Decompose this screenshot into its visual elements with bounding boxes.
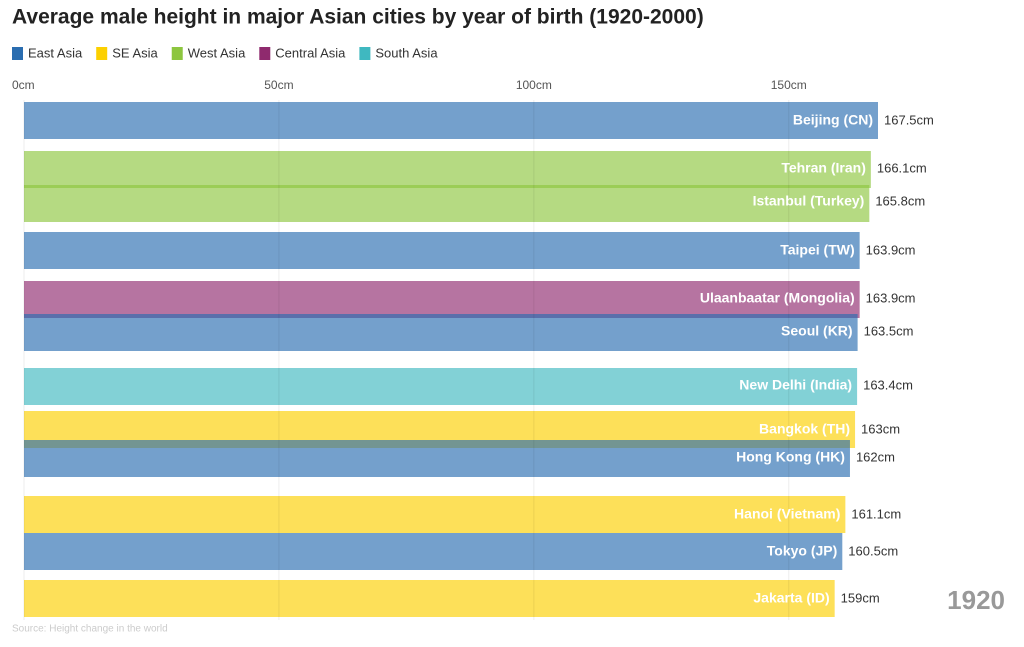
x-tick-label: 100cm	[516, 78, 552, 92]
bar-label: Istanbul (Turkey)	[753, 193, 865, 209]
x-tick-label: 0cm	[12, 78, 35, 92]
value-label: 161.1cm	[851, 506, 901, 521]
bar-label: Tehran (Iran)	[781, 160, 866, 176]
bar-label: New Delhi (India)	[739, 377, 852, 393]
value-label: 165.8cm	[875, 193, 925, 208]
value-label: 163cm	[861, 421, 900, 436]
bar	[24, 232, 860, 269]
bar-label: Taipei (TW)	[780, 242, 854, 258]
bar	[24, 185, 870, 222]
bar-label: Bangkok (TH)	[759, 421, 850, 437]
bar-label: Beijing (CN)	[793, 112, 873, 128]
bar-label: Hanoi (Vietnam)	[734, 506, 840, 522]
bar-label: Jakarta (ID)	[753, 590, 829, 606]
value-label: 167.5cm	[884, 112, 934, 127]
value-label: 166.1cm	[877, 160, 927, 175]
bar	[24, 496, 846, 533]
source: Source: Height change in the world	[12, 624, 168, 635]
value-label: 163.9cm	[866, 242, 916, 257]
legend-label: South Asia	[375, 45, 438, 60]
bar	[24, 440, 850, 477]
value-label: 159cm	[841, 590, 880, 605]
legend-swatch	[96, 47, 108, 60]
bar-label: Ulaanbaatar (Mongolia)	[700, 290, 855, 306]
legend-swatch	[259, 47, 271, 60]
bar	[24, 580, 835, 617]
bar	[24, 533, 843, 570]
bar	[24, 368, 858, 405]
year-label: 1920	[947, 585, 1005, 615]
legend-label: East Asia	[28, 45, 83, 60]
bar	[24, 281, 860, 318]
chart-title: Average male height in major Asian citie…	[12, 6, 704, 29]
bar	[24, 151, 871, 188]
value-label: 163.9cm	[866, 290, 916, 305]
value-label: 163.4cm	[863, 377, 913, 392]
value-label: 160.5cm	[848, 543, 898, 558]
bar	[24, 102, 878, 139]
bar-label: Tokyo (JP)	[767, 543, 838, 559]
bar-label: Hong Kong (HK)	[736, 449, 845, 465]
x-tick-label: 150cm	[771, 78, 807, 92]
bar-label: Seoul (KR)	[781, 323, 853, 339]
legend-label: West Asia	[188, 45, 246, 60]
legend-swatch	[359, 47, 371, 60]
value-label: 163.5cm	[864, 323, 914, 338]
legend-swatch	[171, 47, 183, 60]
x-tick-label: 50cm	[264, 78, 293, 92]
bar	[24, 314, 858, 351]
legend-label: SE Asia	[112, 45, 158, 60]
value-label: 162cm	[856, 449, 895, 464]
legend-swatch	[12, 47, 23, 60]
legend-label: Central Asia	[275, 45, 346, 60]
